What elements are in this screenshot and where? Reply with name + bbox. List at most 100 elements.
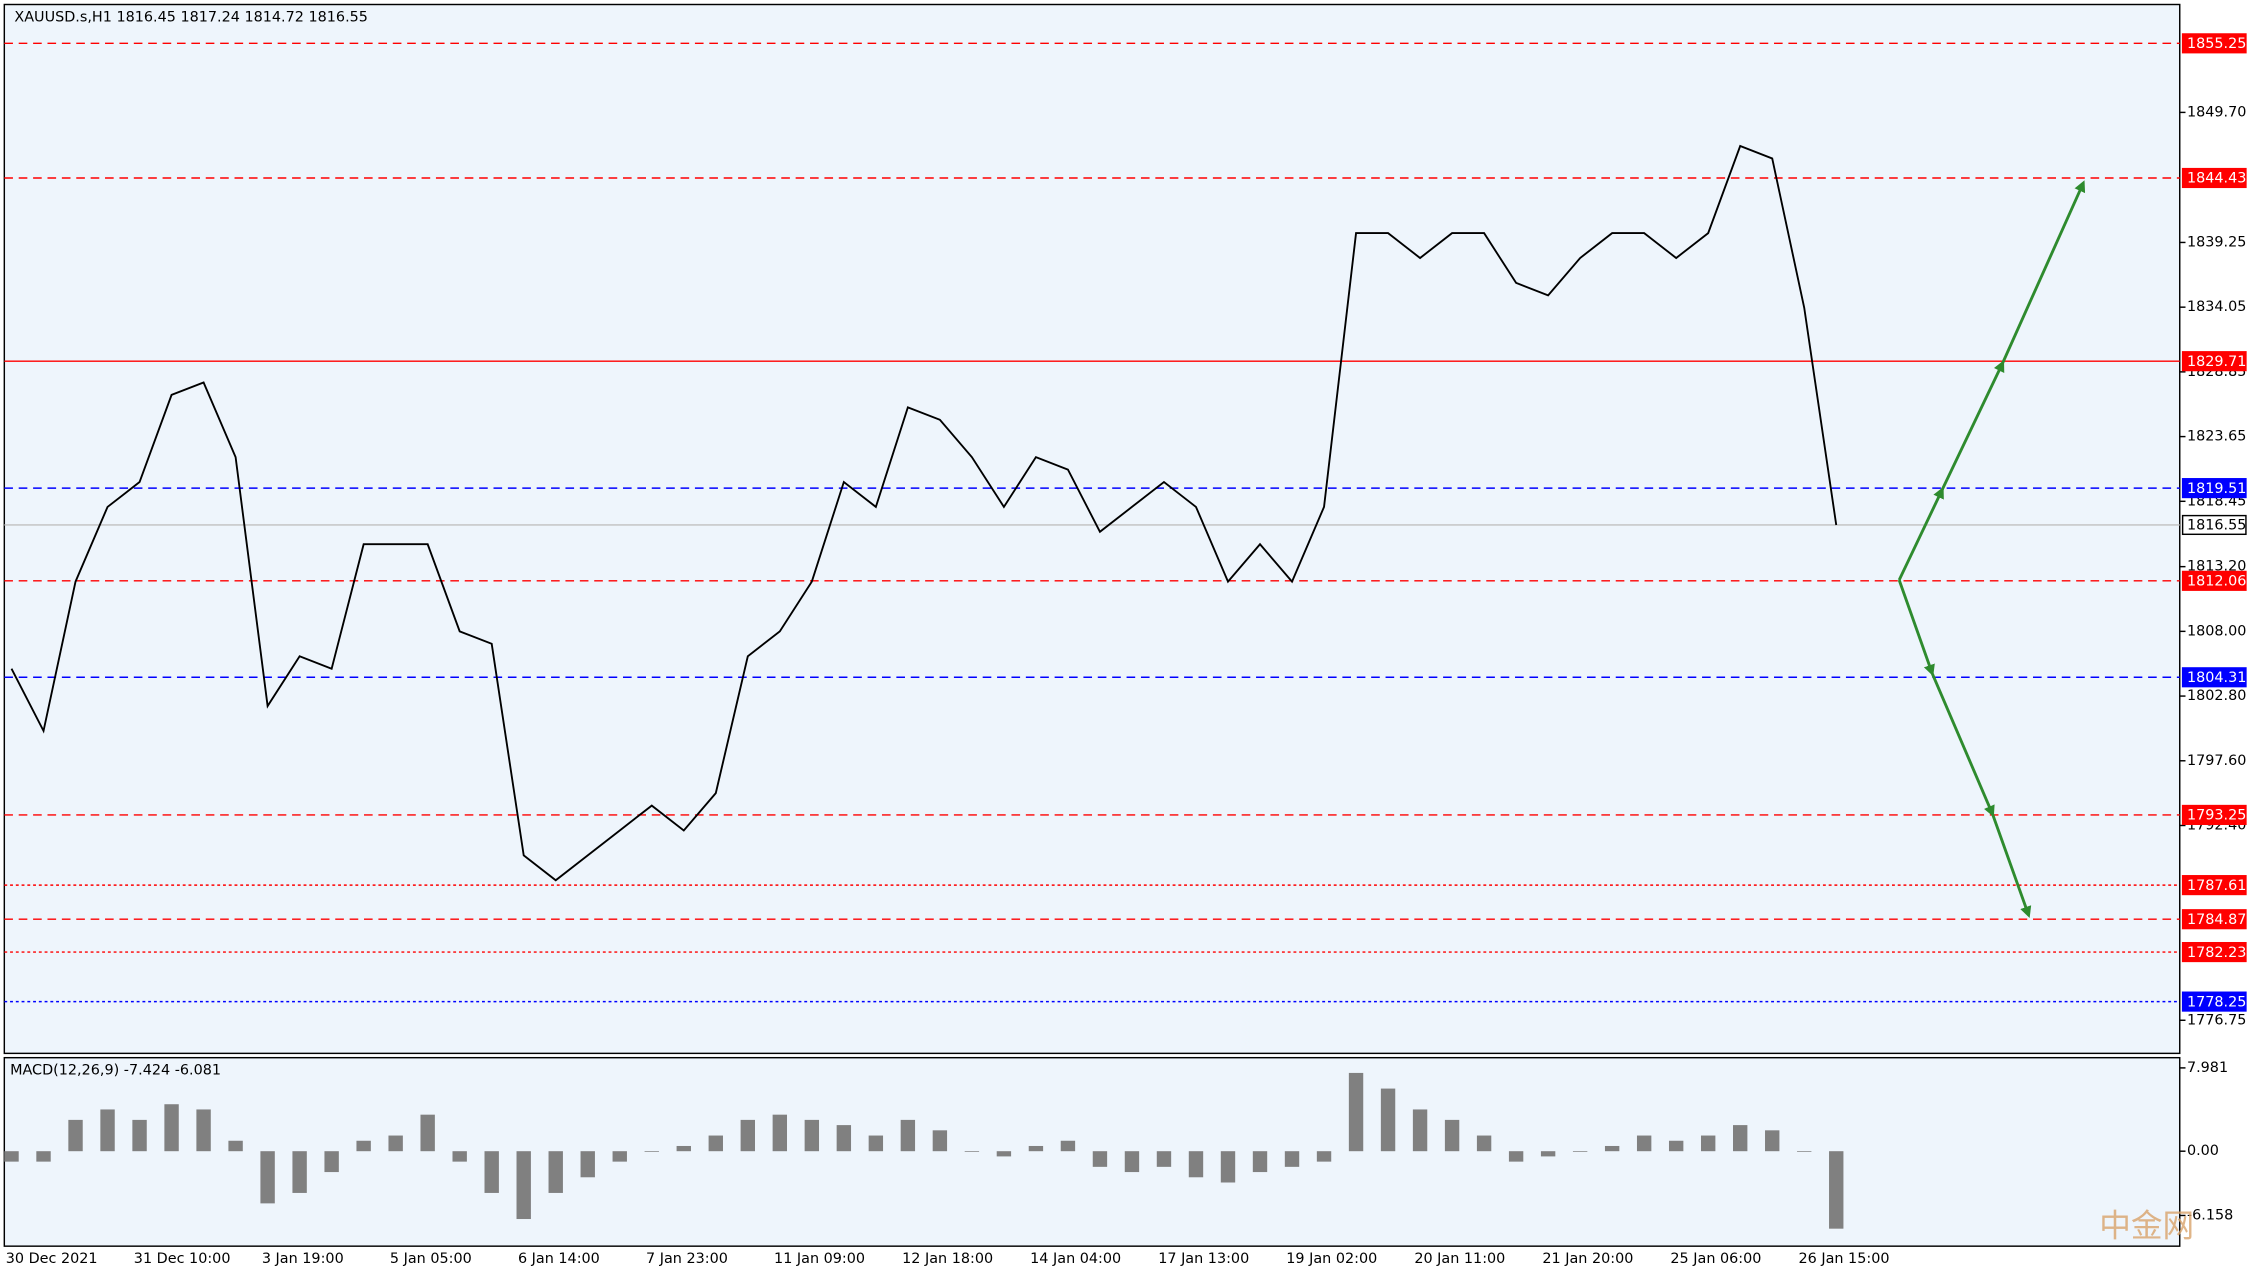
y-tick-label: -6.158 — [2187, 1207, 2233, 1223]
arrow — [1897, 579, 1935, 677]
y-tick-label: 1834.05 — [2187, 299, 2246, 315]
x-tick-label: 3 Jan 19:00 — [262, 1251, 344, 1267]
level-label-box — [2181, 514, 2247, 536]
macd-bar — [1508, 1151, 1524, 1162]
macd-panel — [3, 1056, 2181, 1247]
macd-bar — [228, 1140, 243, 1152]
level-label: 1829.71 — [2187, 354, 2246, 370]
macd-bar — [1604, 1145, 1620, 1152]
x-tick-label: 5 Jan 05:00 — [390, 1251, 472, 1267]
level-label-box — [2181, 875, 2247, 896]
macd-bar — [1829, 1151, 1844, 1229]
x-tick-label: 21 Jan 20:00 — [1542, 1251, 1633, 1267]
macd-bar — [1668, 1140, 1684, 1152]
level-label-box — [2181, 33, 2247, 54]
macd-bar — [388, 1135, 403, 1152]
level-label: 1819.51 — [2187, 481, 2246, 497]
macd-bar — [1444, 1119, 1460, 1152]
macd-bar — [548, 1151, 563, 1193]
arrow — [2001, 180, 2086, 364]
macd-bar — [452, 1151, 467, 1162]
macd-bar — [1092, 1151, 1108, 1167]
macd-bar — [932, 1130, 948, 1152]
x-tick-label: 14 Jan 04:00 — [1030, 1251, 1121, 1267]
macd-bar — [1540, 1151, 1556, 1157]
x-tick-label: 31 Dec 10:00 — [134, 1251, 231, 1267]
macd-bar — [1060, 1140, 1076, 1152]
macd-bar — [772, 1114, 788, 1152]
macd-bar — [1797, 1151, 1812, 1152]
macd-bar — [1028, 1145, 1044, 1152]
macd-bar — [1733, 1125, 1748, 1152]
macd-bar — [1316, 1151, 1332, 1162]
arrow — [1941, 360, 2005, 490]
level-label: 1782.23 — [2187, 945, 2246, 961]
forecast-arrows — [1897, 180, 2086, 918]
x-tick-label: 26 Jan 15:00 — [1798, 1251, 1889, 1267]
level-label-box — [2181, 478, 2247, 499]
macd-bar — [1252, 1151, 1268, 1173]
macd-bar — [68, 1119, 83, 1152]
macd-bar — [1380, 1088, 1396, 1152]
macd-bar — [324, 1151, 339, 1173]
macd-bar — [1220, 1151, 1236, 1183]
macd-bar — [356, 1140, 371, 1152]
macd-bar — [196, 1109, 211, 1152]
level-label-box — [2181, 351, 2247, 372]
level-label-box — [2181, 167, 2247, 189]
level-label: 1816.55 — [2187, 518, 2246, 534]
x-tick-label: 12 Jan 18:00 — [902, 1251, 993, 1267]
price-line — [10, 144, 1838, 882]
macd-title: MACD(12,26,9) -7.424 -6.081 — [10, 1063, 221, 1079]
level-label-box — [2181, 941, 2247, 963]
macd-bar — [996, 1151, 1012, 1157]
watermark: 中金网 — [2099, 1208, 2194, 1244]
y-tick-label: 1797.60 — [2187, 753, 2246, 769]
x-tick-label: 17 Jan 13:00 — [1158, 1251, 1249, 1267]
x-tick-label: 20 Jan 11:00 — [1414, 1251, 1505, 1267]
macd-bar — [132, 1119, 147, 1152]
macd-bar — [612, 1151, 627, 1162]
x-tick-label: 30 Dec 2021 — [6, 1251, 98, 1267]
level-label: 1784.87 — [2187, 912, 2246, 928]
macd-bar — [484, 1151, 499, 1193]
macd-bar — [676, 1145, 691, 1152]
x-tick-label: 25 Jan 06:00 — [1670, 1251, 1761, 1267]
macd-bar — [580, 1151, 595, 1178]
x-tick-label: 19 Jan 02:00 — [1286, 1251, 1377, 1267]
y-tick-label: 0.00 — [2187, 1143, 2219, 1159]
level-label: 1812.06 — [2187, 574, 2246, 590]
macd-bar — [4, 1151, 19, 1162]
macd-bar — [164, 1104, 179, 1152]
macd-bar — [100, 1109, 115, 1152]
y-tick-label: 1839.25 — [2187, 234, 2246, 250]
level-label: 1844.43 — [2187, 171, 2246, 187]
macd-bar — [1284, 1151, 1300, 1167]
plot-layer: 1849.701839.251834.051828.851823.651818.… — [4, 33, 2247, 1267]
macd-bar — [516, 1151, 531, 1220]
macd-bar — [740, 1119, 755, 1152]
macd-bar — [292, 1151, 307, 1193]
macd-bar — [1156, 1151, 1172, 1167]
x-tick-label: 6 Jan 14:00 — [518, 1251, 600, 1267]
y-tick-label: 1802.80 — [2187, 688, 2246, 704]
y-tick-label: 1813.20 — [2187, 559, 2246, 575]
chart-title: XAUUSD.s,H1 1816.45 1817.24 1814.72 1816… — [14, 9, 368, 25]
macd-bar — [1636, 1135, 1652, 1152]
macd-bar — [836, 1125, 852, 1152]
macd-bar — [260, 1151, 275, 1204]
arrow — [1930, 672, 1995, 818]
level-label-box — [2181, 991, 2247, 1012]
macd-bar — [644, 1151, 659, 1152]
y-tick-label: 1849.70 — [2187, 104, 2246, 120]
level-label: 1855.25 — [2187, 36, 2246, 52]
macd-bar — [868, 1135, 884, 1152]
x-tick-label: 7 Jan 23:00 — [646, 1251, 728, 1267]
level-label: 1787.61 — [2187, 878, 2246, 894]
macd-bar — [1765, 1130, 1780, 1152]
macd-bar — [36, 1151, 51, 1162]
x-tick-label: 11 Jan 09:00 — [774, 1251, 865, 1267]
macd-bar — [804, 1119, 820, 1152]
